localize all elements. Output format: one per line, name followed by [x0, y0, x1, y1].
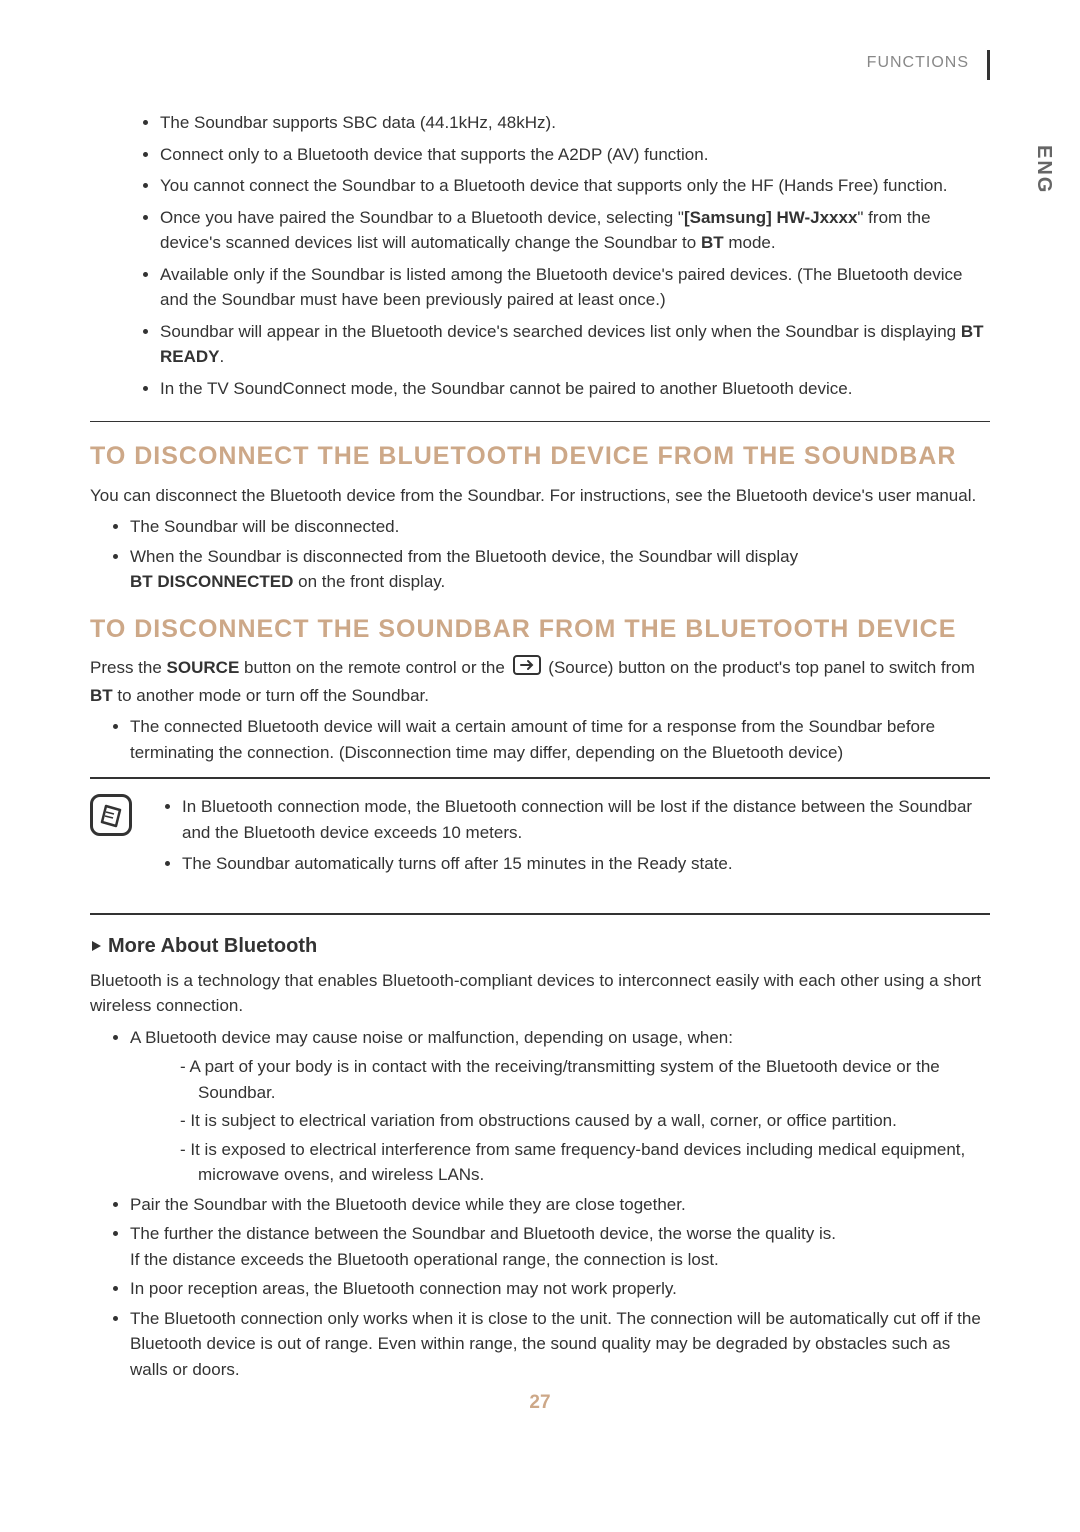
section-label: FUNCTIONS [867, 54, 977, 72]
text: A Bluetooth device may cause noise or ma… [130, 1028, 733, 1047]
bullet-item: Pair the Soundbar with the Bluetooth dev… [130, 1192, 990, 1218]
divider [90, 421, 990, 422]
top-bullet-list: The Soundbar supports SBC data (44.1kHz,… [90, 110, 990, 401]
bullet-item: A Bluetooth device may cause noise or ma… [130, 1025, 990, 1188]
bullet-item: You cannot connect the Soundbar to a Blu… [160, 173, 990, 199]
bold-text: [Samsung] HW-Jxxxx [684, 208, 857, 227]
bullet-item: When the Soundbar is disconnected from t… [130, 544, 990, 595]
divider-thick [90, 913, 990, 915]
sub-item: It is exposed to electrical interference… [180, 1137, 990, 1188]
sub-list: A part of your body is in contact with t… [130, 1054, 990, 1188]
section-intro: Press the SOURCE button on the remote co… [90, 655, 990, 708]
text: Press the [90, 658, 167, 677]
note-bullet-list: In Bluetooth connection mode, the Blueto… [162, 794, 990, 883]
text: When the Soundbar is disconnected from t… [130, 547, 798, 566]
text: button on the remote control or the [239, 658, 509, 677]
bold-text: BT [701, 233, 724, 252]
bullet-item: In the TV SoundConnect mode, the Soundba… [160, 376, 990, 402]
language-badge: ENG [1032, 145, 1055, 194]
header-section: FUNCTIONS [867, 50, 990, 80]
bullet-item: Soundbar will appear in the Bluetooth de… [160, 319, 990, 370]
source-icon [513, 655, 541, 683]
sub-heading: More About Bluetooth [90, 935, 990, 958]
page-number: 27 [529, 1392, 550, 1414]
bullet-item: The Soundbar automatically turns off aft… [182, 851, 990, 877]
text: (Source) button on the product's top pan… [544, 658, 975, 677]
text: If the distance exceeds the Bluetooth op… [130, 1250, 719, 1269]
bullet-item: The Soundbar will be disconnected. [130, 514, 990, 540]
bullet-item: The Bluetooth connection only works when… [130, 1306, 990, 1383]
bullet-list: A Bluetooth device may cause noise or ma… [90, 1025, 990, 1383]
text: mode. [724, 233, 776, 252]
note-icon [90, 794, 132, 836]
note-row: In Bluetooth connection mode, the Blueto… [90, 794, 990, 898]
manual-page: FUNCTIONS ENG The Soundbar supports SBC … [0, 0, 1080, 1454]
bullet-item: Available only if the Soundbar is listed… [160, 262, 990, 313]
text: The further the distance between the Sou… [130, 1224, 836, 1243]
text: . [220, 347, 225, 366]
text: Soundbar will appear in the Bluetooth de… [160, 322, 961, 341]
bullet-item: Connect only to a Bluetooth device that … [160, 142, 990, 168]
bullet-item: In poor reception areas, the Bluetooth c… [130, 1276, 990, 1302]
bullet-list: The connected Bluetooth device will wait… [90, 714, 990, 765]
triangle-icon [90, 935, 102, 958]
text: on the front display. [293, 572, 445, 591]
section-heading: TO DISCONNECT THE SOUNDBAR FROM THE BLUE… [90, 613, 990, 646]
bullet-item: Once you have paired the Soundbar to a B… [160, 205, 990, 256]
bullet-list: The Soundbar will be disconnected. When … [90, 514, 990, 595]
bold-text: SOURCE [167, 658, 240, 677]
sub-item: It is subject to electrical variation fr… [180, 1108, 990, 1134]
heading-text: More About Bluetooth [108, 935, 317, 957]
bold-text: BT DISCONNECTED [130, 572, 293, 591]
bullet-item: The further the distance between the Sou… [130, 1221, 990, 1272]
section-intro: You can disconnect the Bluetooth device … [90, 483, 990, 509]
bullet-item: In Bluetooth connection mode, the Blueto… [182, 794, 990, 845]
bullet-item: The connected Bluetooth device will wait… [130, 714, 990, 765]
section-heading: TO DISCONNECT THE BLUETOOTH DEVICE FROM … [90, 440, 990, 473]
text: to another mode or turn off the Soundbar… [113, 686, 429, 705]
sub-item: A part of your body is in contact with t… [180, 1054, 990, 1105]
bold-text: BT [90, 686, 113, 705]
page-content: The Soundbar supports SBC data (44.1kHz,… [90, 110, 990, 1382]
section-intro: Bluetooth is a technology that enables B… [90, 968, 990, 1019]
text: Once you have paired the Soundbar to a B… [160, 208, 684, 227]
divider-thick [90, 777, 990, 779]
bullet-item: The Soundbar supports SBC data (44.1kHz,… [160, 110, 990, 136]
